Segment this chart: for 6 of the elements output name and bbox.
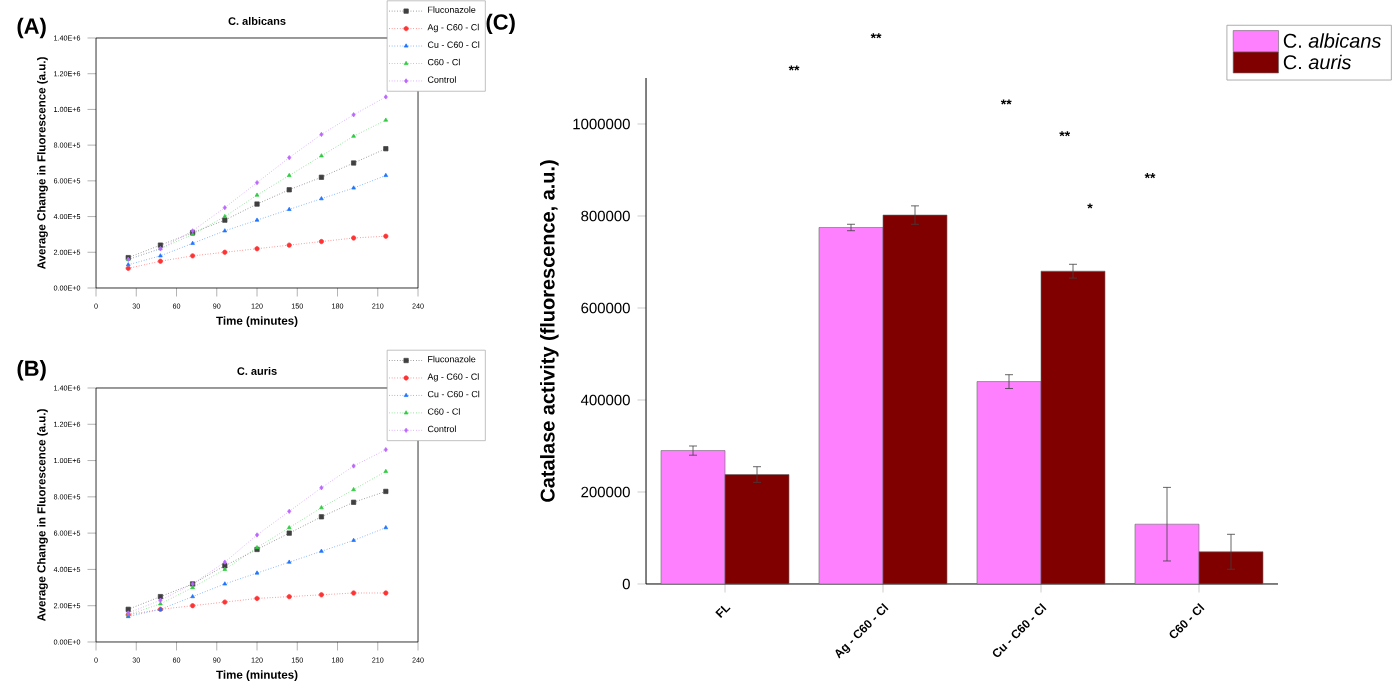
text: (C) bbox=[486, 13, 515, 35]
text: (A) bbox=[17, 17, 46, 39]
text: (B) bbox=[17, 360, 46, 381]
legend-label: C. auris bbox=[1283, 54, 1352, 70]
legend-label: C. albicans bbox=[1283, 33, 1381, 48]
y-axis-title: Catalase activity (fluorescence, a.u.) bbox=[540, 160, 559, 502]
